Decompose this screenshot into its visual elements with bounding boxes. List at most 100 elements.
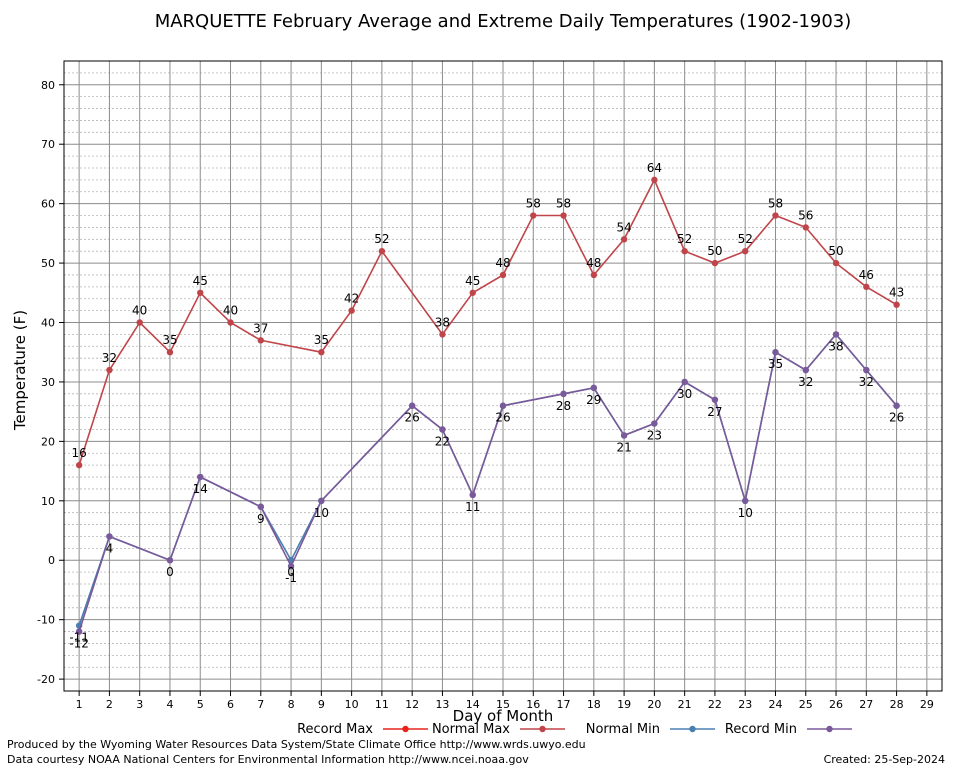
- normal-max-data-label: 48: [586, 256, 601, 270]
- normal-max-data-label: 52: [738, 232, 753, 246]
- x-tick-label: 20: [647, 698, 661, 711]
- normal-max-data-label: 50: [707, 244, 722, 258]
- footer-produced-by: Produced by the Wyoming Water Resources …: [7, 738, 586, 751]
- normal-max-data-label: 58: [556, 197, 571, 211]
- normal-max-data-label: 37: [253, 321, 268, 335]
- normal-max-data-label: 35: [162, 333, 177, 347]
- record-min-point: [651, 420, 658, 427]
- x-tick-label: 12: [405, 698, 419, 711]
- x-tick-label: 10: [345, 698, 359, 711]
- footer-courtesy: Data courtesy NOAA National Centers for …: [7, 753, 529, 766]
- legend: Record Max Normal Max Normal Min Record Min: [297, 722, 852, 737]
- record-min-point: [560, 390, 567, 398]
- record-min-data-label: 35: [768, 357, 783, 371]
- x-tick-label: 6: [227, 698, 234, 711]
- normal-min-data-label: -11: [69, 631, 89, 645]
- grid: [64, 60, 942, 692]
- normal-max-data-label: 54: [616, 220, 631, 234]
- normal-max-data-label: 58: [526, 197, 541, 211]
- normal-max-point: [711, 259, 719, 267]
- x-tick-label: 29: [920, 698, 934, 711]
- x-axis-label: Day of Month: [453, 707, 554, 725]
- normal-max-line: [78, 178, 898, 466]
- normal-max-point: [227, 319, 234, 326]
- normal-max-point: [166, 349, 174, 356]
- legend-label-normal-min: Normal Min: [586, 722, 660, 737]
- normal-max-data-label: 64: [647, 161, 662, 175]
- x-tick-label: 8: [288, 698, 295, 711]
- y-tick-label: -10: [37, 614, 55, 627]
- record-min-data-label: 26: [405, 411, 420, 425]
- normal-max-data-label: 42: [344, 292, 359, 306]
- record-min-point: [197, 473, 204, 481]
- x-tick-label: 1: [76, 698, 83, 711]
- record-min-point: [772, 349, 779, 356]
- record-min-data-label: 10: [738, 506, 753, 520]
- record-min-point: [832, 331, 840, 338]
- record-min-point: [469, 491, 476, 499]
- normal-max-point: [197, 289, 204, 296]
- chart-title: MARQUETTE February Average and Extreme D…: [155, 11, 852, 32]
- y-tick-label: 40: [41, 317, 55, 330]
- record-min-point: [257, 503, 264, 510]
- legend-label-normal-max: Normal Max: [432, 722, 510, 737]
- record-min-data-label: 38: [828, 339, 843, 353]
- record-min-data-label: 0: [166, 565, 174, 579]
- normal-max-data-label: 43: [889, 286, 904, 300]
- record-min-point: [499, 402, 507, 409]
- normal-max-point: [378, 247, 386, 255]
- normal-max-point: [136, 319, 143, 326]
- y-tick-label: 80: [41, 79, 55, 92]
- x-tick-label: 21: [678, 698, 692, 711]
- x-tick-label: 9: [318, 698, 325, 711]
- record-min-data-label: 23: [647, 429, 662, 443]
- record-min-point: [439, 426, 446, 433]
- record-min-data-label: 26: [889, 411, 904, 425]
- normal-max-point: [651, 176, 658, 184]
- record-min-data-label: 27: [707, 405, 722, 419]
- x-tick-label: 2: [106, 698, 113, 711]
- record-min-data-label: 28: [556, 399, 571, 413]
- record-min-point: [106, 533, 113, 540]
- record-min-data-label: 4: [106, 541, 114, 555]
- record-min-data-label: 9: [257, 512, 265, 526]
- normal-max-point: [439, 331, 446, 338]
- legend-label-record-min: Record Min: [725, 722, 797, 737]
- x-tick-label: 7: [257, 698, 264, 711]
- x-tick-label: 4: [166, 698, 173, 711]
- normal-max-point: [742, 247, 749, 255]
- x-tick-label: 23: [738, 698, 752, 711]
- normal-max-point: [469, 289, 476, 296]
- record-min-point: [620, 432, 628, 439]
- normal-max-data-label: 40: [132, 304, 147, 318]
- normal-max-point: [318, 349, 325, 356]
- x-tick-label: 27: [859, 698, 873, 711]
- legend-marker-record-max: [402, 725, 409, 733]
- record-min-point: [287, 562, 295, 570]
- x-tick-label: 11: [375, 698, 389, 711]
- normal-min-line: [78, 333, 898, 626]
- record-min-data-label: 14: [193, 482, 208, 496]
- normal-max-data-label: 56: [798, 208, 813, 222]
- record-min-point: [863, 366, 870, 374]
- normal-max-point: [530, 212, 537, 219]
- x-tick-label: 5: [197, 698, 204, 711]
- x-tick-label: 16: [526, 698, 540, 711]
- legend-label-record-max: Record Max: [297, 722, 373, 737]
- normal-max-point: [772, 212, 779, 219]
- record-min-point: [893, 402, 900, 409]
- normal-max-point: [681, 247, 688, 255]
- x-tick-label: 3: [136, 698, 143, 711]
- x-tick-label: 19: [617, 698, 631, 711]
- normal-max-point: [590, 271, 598, 279]
- normal-max-point: [257, 337, 264, 344]
- normal-max-data-label: 45: [465, 274, 480, 288]
- x-tick-label: 22: [708, 698, 722, 711]
- y-tick-label: 0: [48, 554, 55, 567]
- record-min-point: [802, 366, 809, 374]
- y-tick-label: -20: [37, 673, 55, 686]
- normal-max-data-label: 52: [374, 232, 389, 246]
- record-min-point: [681, 378, 688, 386]
- normal-max-point: [893, 301, 900, 308]
